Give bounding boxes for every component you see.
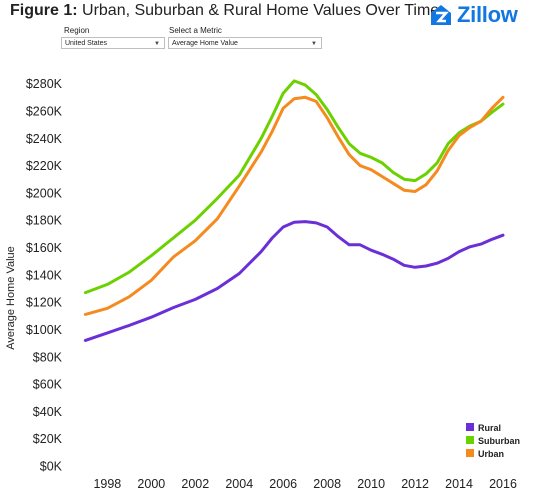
legend-label-urban: Urban [478, 449, 504, 459]
y-tick-label: $140K [26, 268, 63, 282]
region-dropdown-value: United States [65, 40, 108, 47]
legend-swatch-rural [466, 423, 474, 431]
y-tick-label: $60K [33, 378, 63, 392]
x-axis: 1998 2000 2002 2004 2006 2008 2010 2012 2014 2016 [93, 477, 517, 491]
series-line-suburban [83, 79, 505, 295]
y-tick-label: $160K [26, 241, 63, 255]
y-tick-label: $260K [26, 104, 63, 118]
y-tick-label: $120K [26, 296, 63, 310]
region-dropdown[interactable]: United States ▼ [61, 37, 165, 49]
figure-title-text: Urban, Suburban & Rural Home Values Over… [77, 2, 440, 19]
x-tick-label: 2010 [357, 477, 385, 491]
y-tick-label: $0K [40, 460, 63, 474]
legend-swatch-suburban [466, 436, 474, 444]
y-tick-label: $40K [33, 405, 63, 419]
zillow-logo: Zillow [429, 2, 518, 28]
x-tick-label: 2006 [269, 477, 297, 491]
metric-dropdown-value: Average Home Value [172, 40, 238, 47]
x-tick-label: 2004 [225, 477, 253, 491]
legend-label-suburban: Suburban [478, 436, 520, 446]
region-label: Region [64, 26, 90, 35]
y-tick-label: $280K [26, 77, 63, 91]
x-tick-label: 2012 [401, 477, 429, 491]
y-axis-label: Average Home Value [5, 246, 17, 350]
x-tick-label: 2008 [313, 477, 341, 491]
y-tick-label: $240K [26, 132, 63, 146]
figure-title-number: Figure 1: [10, 2, 78, 19]
metric-dropdown[interactable]: Average Home Value ▼ [168, 37, 322, 49]
x-tick-label: 1998 [93, 477, 121, 491]
y-tick-label: $100K [26, 323, 63, 337]
chevron-down-icon: ▼ [311, 41, 317, 47]
legend-swatch-urban [466, 449, 474, 457]
x-tick-label: 2016 [489, 477, 517, 491]
metric-label: Select a Metric [169, 26, 222, 35]
zillow-z-icon [431, 5, 451, 25]
x-tick-label: 2002 [181, 477, 209, 491]
zillow-logo-text: Zillow [457, 2, 518, 27]
y-tick-label: $200K [26, 186, 63, 200]
legend: Rural Suburban Urban [466, 423, 520, 459]
y-tick-label: $220K [26, 159, 63, 173]
series-line-rural [83, 220, 505, 342]
figure-title: Figure 1: Urban, Suburban & Rural Home V… [10, 2, 439, 20]
x-tick-label: 2000 [137, 477, 165, 491]
x-tick-label: 2014 [445, 477, 473, 491]
y-tick-label: $20K [33, 432, 63, 446]
series-line-urban [83, 95, 505, 316]
chevron-down-icon: ▼ [154, 41, 160, 47]
legend-label-rural: Rural [478, 423, 501, 433]
y-tick-label: $180K [26, 214, 63, 228]
plot-area [83, 79, 505, 342]
y-axis: $0K $20K $40K $60K $80K $100K $120K $140K $160K $… [26, 77, 63, 473]
y-tick-label: $80K [33, 350, 63, 364]
